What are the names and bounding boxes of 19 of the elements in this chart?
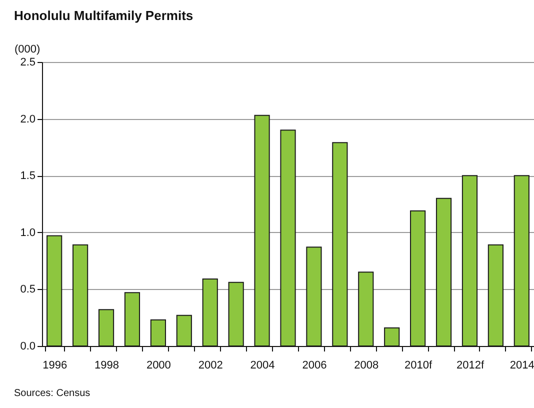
y-tick-label: 1.5 <box>20 170 36 182</box>
x-tick-label: 2010f <box>404 360 434 372</box>
x-tick-label: 2000 <box>146 360 171 372</box>
y-tick-label: 0.5 <box>20 284 36 296</box>
x-tick-label: 2008 <box>354 360 379 372</box>
y-tick-label: 2.0 <box>20 113 36 126</box>
x-tick-label: 2014 <box>510 360 534 372</box>
y-tick-label: 2.5 <box>20 56 36 68</box>
x-tick-label: 2004 <box>250 360 275 372</box>
x-tick-label: 2012f <box>456 360 485 372</box>
y-tick-label: 1.0 <box>20 226 36 239</box>
x-tick-label: 2006 <box>302 360 327 372</box>
y-tick-label: 0.0 <box>20 340 36 352</box>
x-tick-label: 2002 <box>198 360 223 372</box>
source-note: Sources: Census <box>14 388 90 399</box>
chart-title: Honolulu Multifamily Permits <box>14 8 194 23</box>
x-tick-label: 1998 <box>94 360 119 372</box>
y-axis-title: (000) <box>14 44 40 56</box>
x-tick-label: 1996 <box>42 360 68 372</box>
